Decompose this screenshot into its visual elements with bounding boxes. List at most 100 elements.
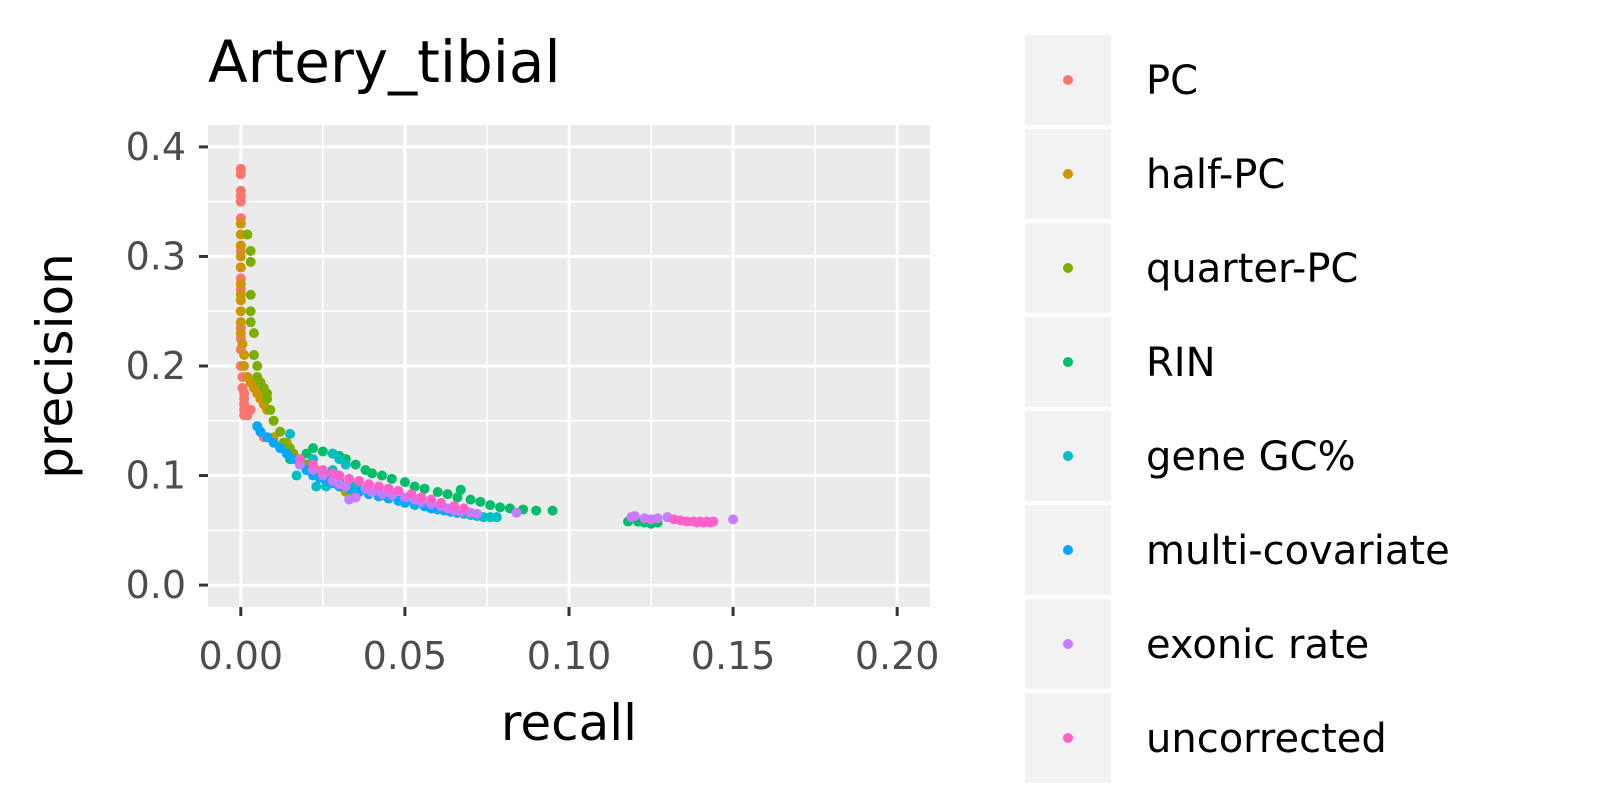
y-tick-label: 0.4 (126, 125, 186, 169)
data-point (376, 470, 387, 481)
data-point (327, 448, 338, 459)
data-points (235, 163, 739, 529)
data-point (652, 513, 663, 524)
data-point (245, 306, 256, 317)
data-point (235, 278, 246, 289)
data-point (317, 465, 328, 476)
data-point (409, 481, 420, 492)
data-point (376, 489, 387, 500)
legend-item: gene GC% (1025, 411, 1356, 501)
series-uncorrected (294, 454, 719, 528)
data-point (393, 485, 404, 496)
data-point (275, 443, 286, 454)
data-point (334, 454, 345, 465)
data-point (237, 339, 248, 350)
data-point (294, 454, 305, 465)
data-point (268, 437, 279, 448)
data-point (235, 196, 246, 207)
data-point (399, 477, 410, 488)
data-point (386, 473, 397, 484)
data-point (317, 446, 328, 457)
legend-item: PC (1025, 35, 1198, 125)
data-point (350, 492, 361, 503)
data-point (245, 256, 256, 267)
data-point (334, 470, 345, 481)
data-point (285, 428, 296, 439)
data-point (373, 481, 384, 492)
data-point (426, 494, 437, 505)
data-point (495, 502, 506, 513)
legend-marker (1063, 75, 1073, 85)
y-axis: 0.0 0.1 0.2 0.3 0.4 (126, 125, 208, 607)
data-point (235, 218, 246, 229)
x-tick-label: 0.10 (527, 634, 612, 678)
legend-item: exonic rate (1025, 599, 1369, 689)
legend-label: PC (1146, 58, 1198, 104)
data-point (235, 306, 246, 317)
data-point (728, 514, 739, 525)
legend-marker (1063, 451, 1073, 461)
data-point (248, 328, 259, 339)
data-point (235, 169, 246, 180)
data-point (531, 505, 542, 516)
legend-marker (1063, 263, 1073, 273)
y-tick-label: 0.0 (126, 563, 186, 607)
legend-label: quarter-PC (1146, 246, 1358, 292)
legend-label: RIN (1146, 340, 1216, 386)
data-point (255, 426, 266, 437)
legend-item: uncorrected (1025, 693, 1387, 783)
data-point (363, 479, 374, 490)
y-tick-label: 0.2 (126, 344, 186, 388)
x-tick-label: 0.05 (363, 634, 448, 678)
data-point (511, 507, 522, 518)
data-point (432, 486, 443, 497)
data-point (245, 317, 256, 328)
data-point (344, 473, 355, 484)
data-point (239, 361, 250, 371)
data-point (367, 486, 378, 497)
data-point (235, 295, 246, 306)
data-point (629, 511, 640, 522)
data-point (383, 483, 394, 494)
y-tick-label: 0.1 (126, 454, 186, 498)
x-axis-title: recall (501, 694, 637, 752)
x-axis: 0.00 0.05 0.10 0.15 0.20 (199, 607, 940, 678)
legend-marker (1063, 169, 1073, 179)
data-point (281, 448, 292, 459)
legend: PC half-PC quarter-PC RIN gene GC% multi-cova… (1025, 35, 1450, 783)
data-point (340, 481, 351, 492)
legend-label: uncorrected (1146, 716, 1387, 762)
data-point (265, 404, 276, 415)
data-point (353, 476, 364, 487)
chart-title: Artery_tibial (208, 28, 561, 96)
legend-label: gene GC% (1146, 434, 1356, 480)
data-point (491, 512, 502, 523)
legend-marker (1063, 545, 1073, 555)
legend-marker (1063, 639, 1073, 649)
data-point (235, 240, 246, 251)
data-point (452, 492, 463, 503)
legend-item: multi-covariate (1025, 505, 1450, 595)
data-point (465, 494, 476, 505)
data-point (340, 459, 351, 470)
data-point (235, 317, 246, 328)
data-point (475, 496, 486, 507)
x-tick-label: 0.20 (855, 634, 940, 678)
data-point (311, 481, 322, 492)
legend-item: RIN (1025, 317, 1216, 407)
data-point (275, 426, 286, 437)
legend-label: multi-covariate (1146, 528, 1450, 574)
data-point (458, 503, 469, 514)
data-point (235, 251, 246, 262)
data-point (262, 432, 273, 443)
series-rin (285, 443, 663, 529)
data-point (252, 361, 263, 371)
data-point (245, 245, 256, 256)
data-point (436, 497, 447, 508)
data-point (419, 483, 430, 494)
data-point (301, 448, 312, 459)
data-point (235, 328, 246, 339)
data-point (406, 489, 417, 500)
data-point (416, 492, 427, 503)
